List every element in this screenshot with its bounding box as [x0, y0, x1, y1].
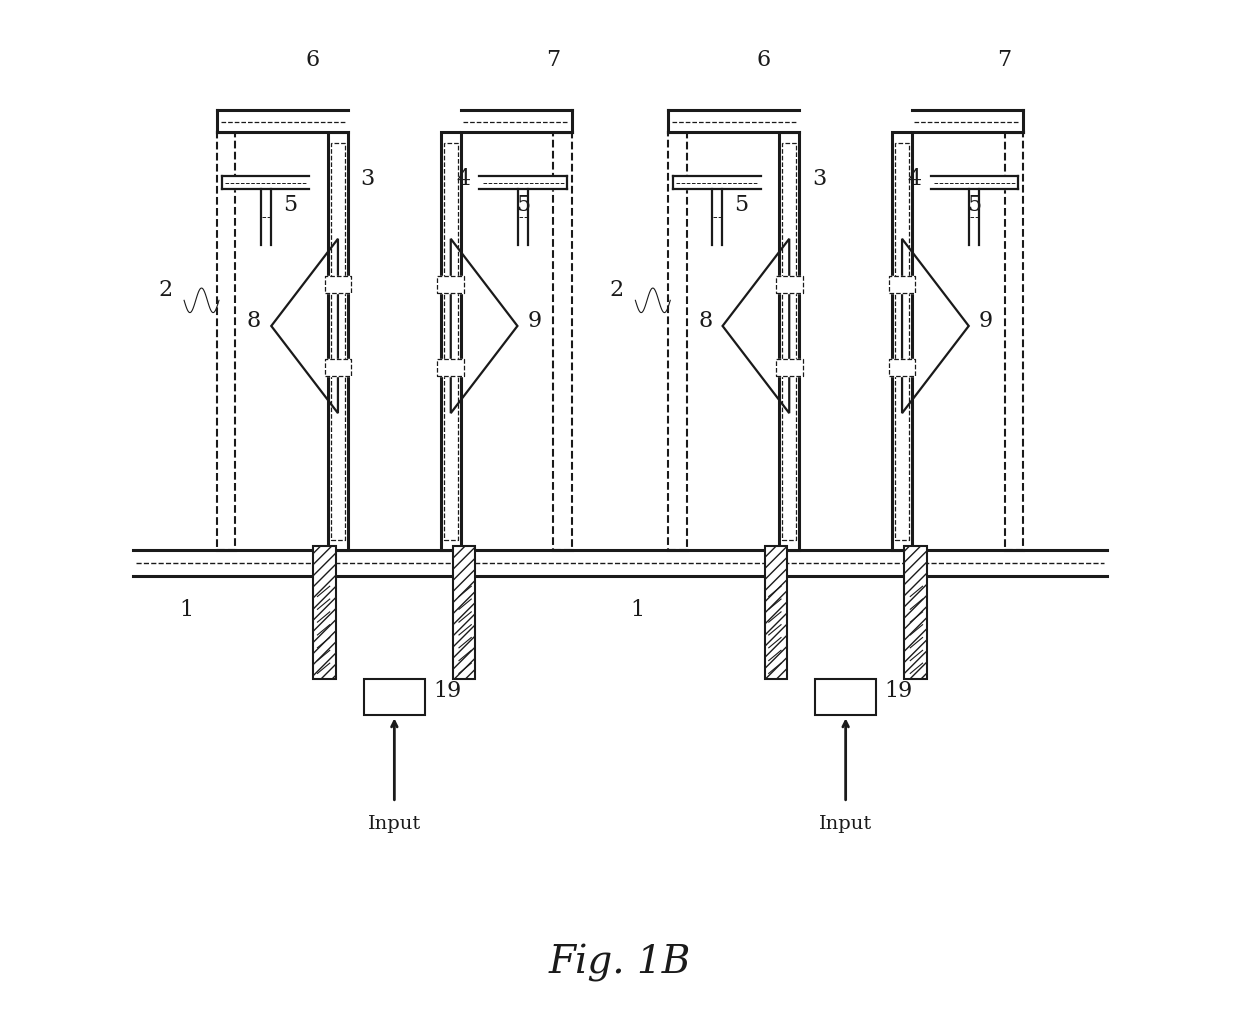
Text: 5: 5 [283, 194, 298, 216]
Text: 2: 2 [610, 279, 624, 301]
Text: 3: 3 [361, 169, 374, 190]
Text: 6: 6 [305, 49, 320, 71]
Polygon shape [363, 678, 425, 716]
Text: 5: 5 [967, 194, 981, 216]
Polygon shape [815, 678, 877, 716]
Text: 2: 2 [159, 279, 172, 301]
Text: 1: 1 [630, 599, 645, 621]
Text: 8: 8 [247, 310, 260, 332]
Text: 19: 19 [433, 680, 461, 702]
Bar [765, 546, 787, 678]
Text: 6: 6 [756, 49, 770, 71]
Bar [314, 546, 336, 678]
Text: 4: 4 [456, 169, 470, 190]
Bar [904, 546, 926, 678]
Polygon shape [327, 132, 348, 550]
Text: 4: 4 [908, 169, 921, 190]
Text: 9: 9 [528, 310, 542, 332]
Polygon shape [892, 132, 913, 550]
Text: Fig. 1B: Fig. 1B [549, 944, 691, 982]
Text: 3: 3 [812, 169, 826, 190]
Text: 8: 8 [698, 310, 712, 332]
Text: Input: Input [368, 815, 420, 833]
Text: 7: 7 [547, 49, 560, 71]
Text: 7: 7 [997, 49, 1012, 71]
Bar [453, 546, 475, 678]
Text: Input: Input [820, 815, 872, 833]
Polygon shape [440, 132, 461, 550]
Text: 9: 9 [980, 310, 993, 332]
Text: 19: 19 [884, 680, 913, 702]
Text: 5: 5 [734, 194, 749, 216]
Text: 1: 1 [179, 599, 193, 621]
Polygon shape [779, 132, 800, 550]
Text: 5: 5 [516, 194, 531, 216]
